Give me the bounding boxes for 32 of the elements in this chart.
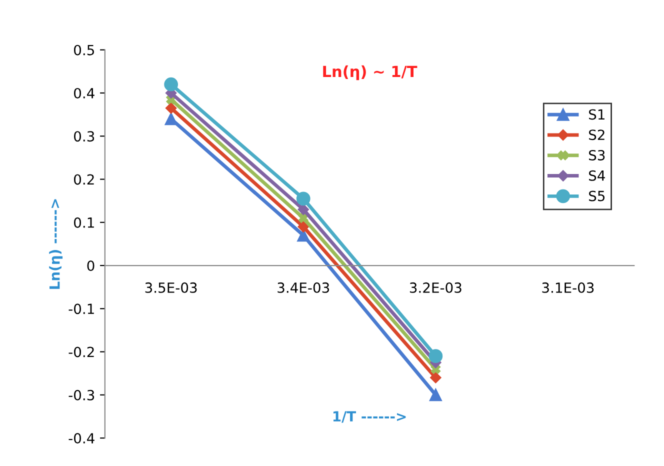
y-tick-label: 0.3 — [74, 131, 94, 142]
point — [164, 112, 178, 126]
legend-label: S5 — [589, 190, 605, 202]
y-tick-label: -0.4 — [68, 433, 94, 444]
legend-label: S1 — [589, 109, 604, 120]
point — [428, 349, 443, 364]
point — [429, 388, 442, 402]
y-tick-label: -0.2 — [68, 346, 94, 358]
y-tick-label: -0.1 — [68, 304, 94, 314]
text: Ln(η) ~ 1/T — [323, 65, 418, 80]
point — [298, 221, 309, 232]
x-tick-label: 3.2E-03 — [410, 282, 462, 293]
y-tick-label: 0.2 — [74, 174, 94, 185]
point — [430, 372, 442, 384]
y-tick-label: 0.1 — [74, 217, 94, 228]
legend-label: S2 — [589, 130, 604, 140]
y-axis-title: Ln(η) ------> — [49, 199, 63, 289]
x-tick-label: 3.1E-03 — [542, 282, 594, 293]
legend-label: S3 — [589, 150, 605, 160]
y-tick-label: 0.4 — [74, 88, 94, 98]
x-tick-label: 3.4E-03 — [278, 282, 330, 293]
point — [298, 213, 308, 223]
x-tick-label: 3.5E-03 — [145, 282, 197, 293]
y-tick-label: -0.3 — [68, 390, 94, 400]
point — [164, 77, 178, 92]
legend-label: S4 — [589, 170, 605, 181]
y-tick-label: 0.5 — [74, 44, 94, 56]
x-axis-title: 1/T ------> — [333, 411, 406, 423]
y-tick-label: 0 — [87, 260, 94, 271]
point — [296, 192, 310, 206]
point — [165, 102, 177, 114]
point — [298, 204, 309, 216]
